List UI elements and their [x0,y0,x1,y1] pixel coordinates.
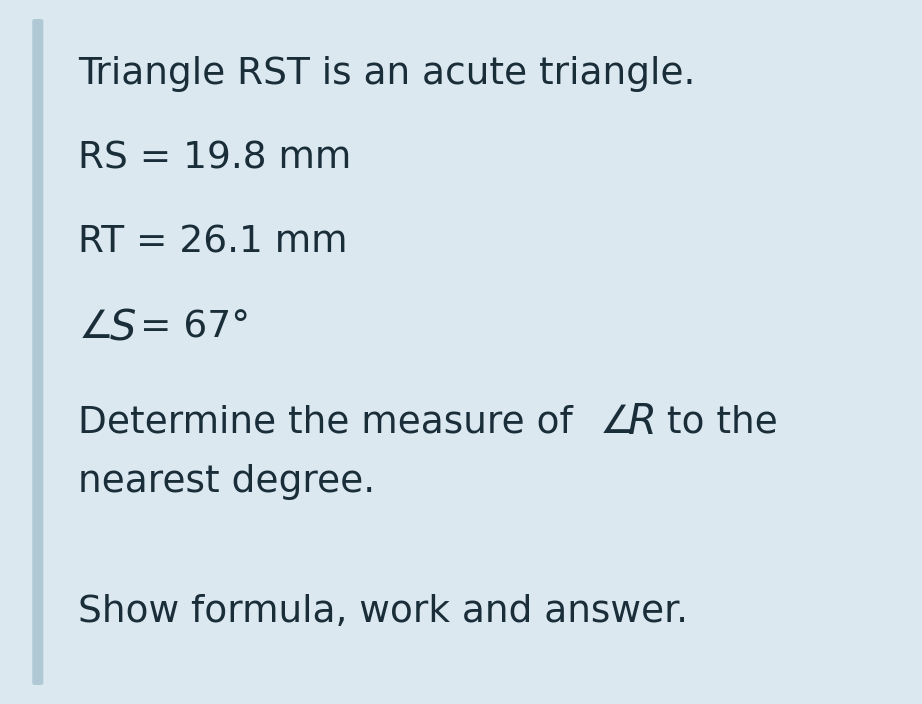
Text: $\mathit{S}$: $\mathit{S}$ [109,306,136,348]
Text: nearest degree.: nearest degree. [78,464,375,501]
FancyBboxPatch shape [32,19,43,685]
Text: Determine the measure of: Determine the measure of [78,404,585,441]
Text: ∠: ∠ [78,308,113,346]
Text: Triangle RST is an acute triangle.: Triangle RST is an acute triangle. [78,56,696,92]
Text: = 67°: = 67° [140,309,250,346]
Text: to the: to the [655,404,777,441]
Text: RS = 19.8 mm: RS = 19.8 mm [78,140,351,177]
Text: $\mathit{R}$: $\mathit{R}$ [627,401,654,444]
Text: RT = 26.1 mm: RT = 26.1 mm [78,225,348,261]
Text: Show formula, work and answer.: Show formula, work and answer. [78,594,689,631]
Text: ∠: ∠ [599,403,634,441]
